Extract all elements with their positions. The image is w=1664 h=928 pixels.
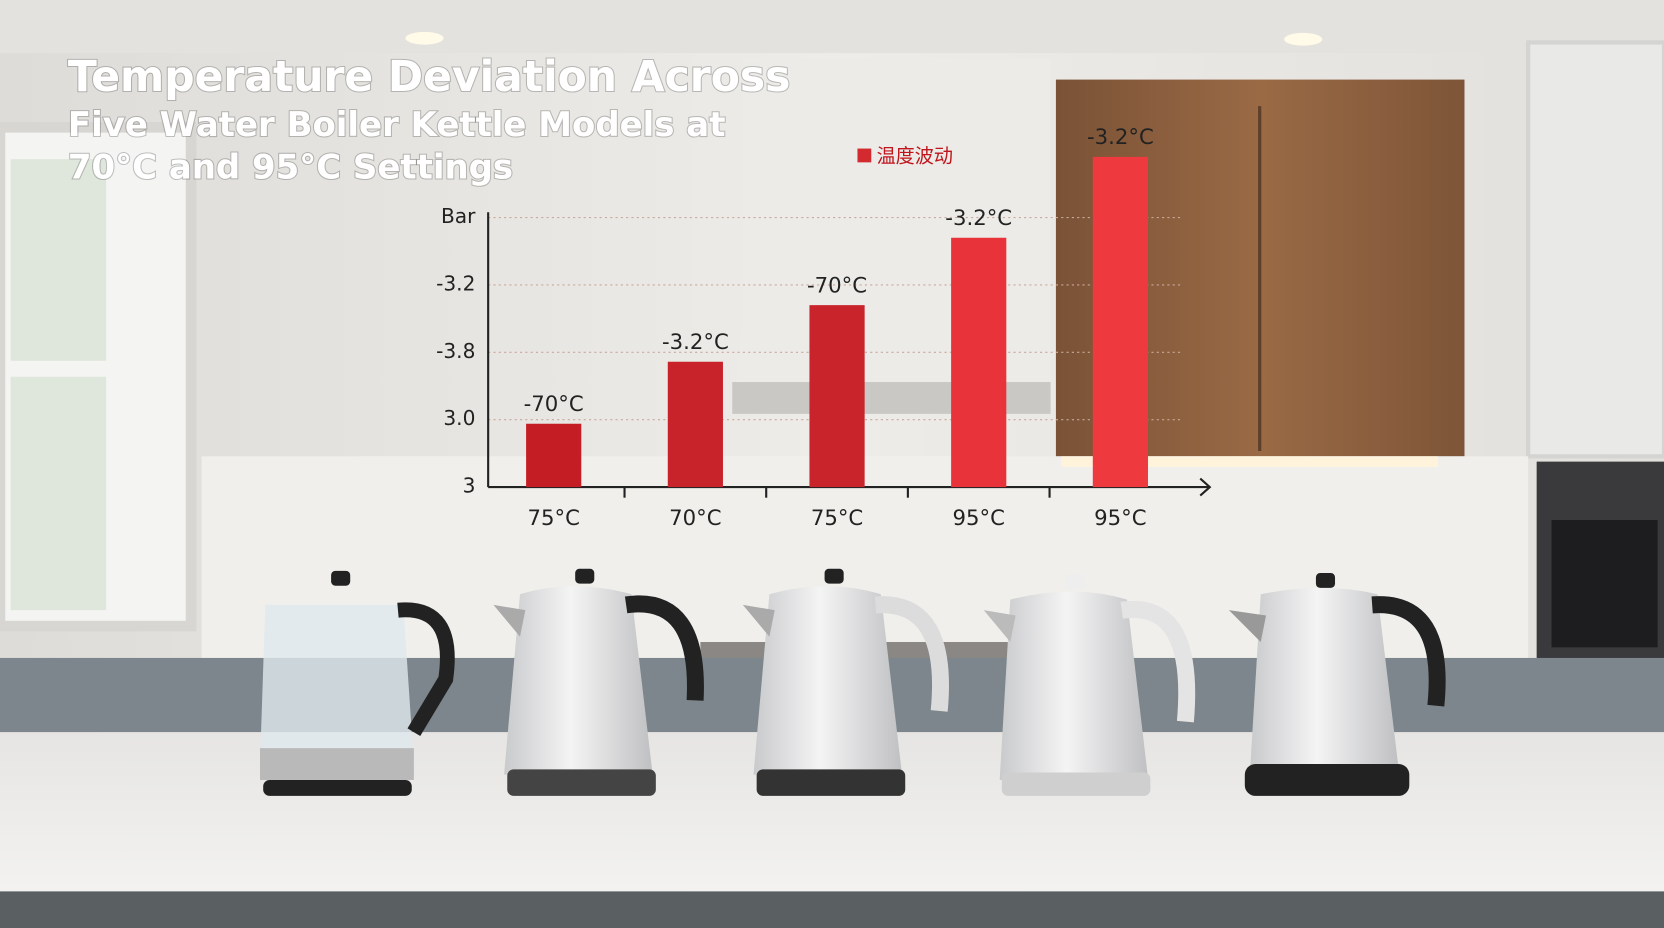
kettle-base <box>1001 772 1151 796</box>
y-tick-label: Bar <box>441 204 476 228</box>
window-pane <box>10 159 107 361</box>
legend-label: 温度波动 <box>877 145 953 168</box>
kettle-spout <box>983 610 1016 643</box>
kettle-body <box>1250 587 1399 770</box>
bar <box>526 423 582 488</box>
legend-swatch <box>857 148 872 163</box>
kettle-knob <box>1315 573 1336 588</box>
upper-cabinet <box>1526 40 1664 459</box>
kettle <box>1228 573 1446 796</box>
data-annotation: -3.2°C <box>1087 125 1154 150</box>
ceiling-light <box>405 31 444 45</box>
y-tick-label: 3 <box>463 474 476 498</box>
data-annotation: -3.2°C <box>945 206 1012 231</box>
data-annotation: -70°C <box>524 392 584 417</box>
counter-base <box>0 891 1664 928</box>
kettle-knob <box>1065 574 1085 589</box>
window-pane <box>10 376 107 611</box>
bar <box>951 237 1007 488</box>
y-tick-label: -3.8 <box>436 339 475 363</box>
kettles <box>260 568 1446 796</box>
x-axis-arrow <box>1199 477 1212 497</box>
kettle-spout <box>742 604 775 637</box>
kettle-body <box>504 586 653 775</box>
chart-title: 70°C and 95°C Settings <box>68 147 513 187</box>
kettle-handle <box>1120 600 1196 723</box>
kettle <box>260 570 455 796</box>
kettle <box>983 574 1196 796</box>
kettle-knob <box>331 570 351 586</box>
kettle-base <box>263 779 412 796</box>
kettle <box>493 568 704 796</box>
bar <box>1092 156 1148 488</box>
chart-title: Five Water Boiler Kettle Models at <box>68 105 726 145</box>
y-tick-label: -3.2 <box>436 271 475 295</box>
x-tick-label: 75°C <box>811 506 863 531</box>
kettle-body <box>753 586 903 775</box>
kettle-base <box>756 769 906 796</box>
kettle-spout <box>493 604 526 637</box>
under-light <box>1061 456 1438 467</box>
x-tick-label: 95°C <box>1094 506 1146 531</box>
bar <box>809 305 865 488</box>
kettle-band <box>260 748 414 780</box>
kettle-knob <box>824 568 844 584</box>
chart-title: Temperature Deviation Across <box>68 53 790 102</box>
x-tick-label: 70°C <box>669 506 721 531</box>
ceiling <box>0 0 1664 54</box>
kettle-spout <box>1228 610 1267 643</box>
chart: 3 3.0 -3.8 -3.2 Bar -70°C -3.2°C -70°C -3.2°C -3.… <box>436 125 1212 531</box>
kettle-knob <box>575 568 595 584</box>
kettle <box>742 568 949 796</box>
kettle-base <box>1244 764 1410 796</box>
x-tick-label: 95°C <box>952 506 1004 531</box>
data-annotation: -70°C <box>807 273 867 298</box>
data-annotation: -3.2°C <box>662 330 729 355</box>
kettle-handle <box>624 595 704 701</box>
kettle-handle <box>397 602 455 737</box>
kettle-body <box>999 591 1149 780</box>
kettle-handle <box>874 596 949 712</box>
ceiling-light <box>1284 32 1323 46</box>
kettle-base <box>507 769 656 796</box>
bar <box>667 361 723 488</box>
kettle-body <box>260 604 414 765</box>
kettle-handle <box>1371 596 1446 707</box>
y-tick-label: 3.0 <box>443 406 475 430</box>
x-tick-label: 75°C <box>527 506 579 531</box>
oven-window <box>1551 519 1658 648</box>
